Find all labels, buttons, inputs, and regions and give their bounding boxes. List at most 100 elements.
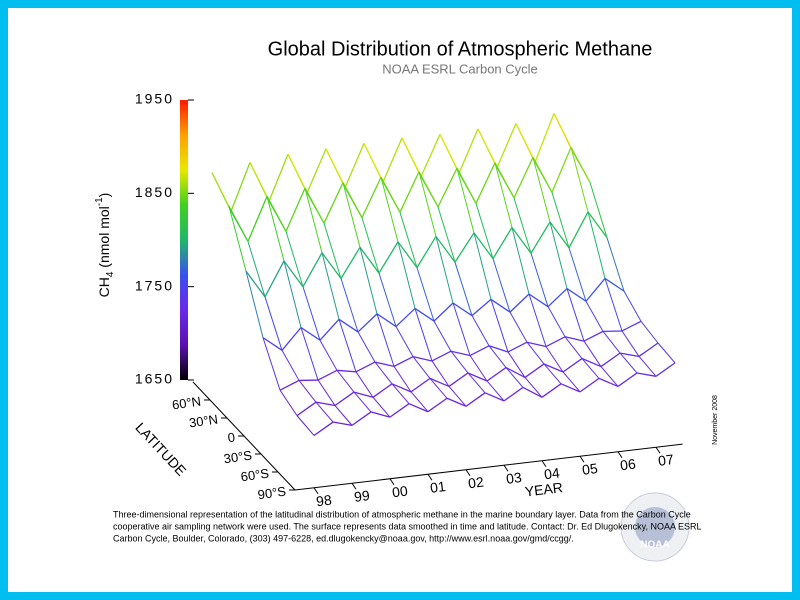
x-tick (541, 460, 547, 468)
mesh-segment (587, 211, 608, 239)
mesh-segment (380, 177, 399, 243)
mesh-segment (545, 346, 564, 373)
mesh-segment (395, 307, 416, 328)
mesh-segment (467, 372, 486, 394)
mesh-segment (437, 206, 456, 263)
mesh-segment (427, 397, 448, 413)
x-tick-label: 01 (429, 478, 447, 496)
mesh-segment (638, 356, 657, 377)
mesh-segment (319, 318, 340, 341)
mesh-segment (583, 340, 602, 367)
mesh-segment (473, 232, 492, 300)
mesh-segment (315, 401, 336, 407)
mesh-segment (264, 260, 285, 298)
mesh-segment (623, 290, 642, 322)
x-tick-label: 04 (543, 465, 561, 483)
mesh-segment (522, 386, 543, 398)
mesh-segment (528, 293, 549, 308)
mesh-segment (541, 383, 562, 398)
mesh-segment (376, 313, 395, 367)
mesh-segment (372, 396, 391, 418)
mesh-segment (433, 302, 454, 322)
mesh-segment (562, 358, 583, 373)
mesh-segment (454, 232, 475, 263)
mesh-segment (264, 296, 283, 351)
mesh-segment (448, 386, 467, 407)
z-tick-label: 1850 (135, 184, 174, 200)
mesh-segment (397, 241, 418, 269)
mesh-segment (604, 277, 625, 292)
mesh-segment (456, 167, 477, 204)
mesh-segment (332, 421, 353, 427)
mesh-segment (416, 267, 435, 322)
mesh-segment (450, 350, 471, 357)
z-label-part: -1 (94, 197, 105, 206)
mesh-segment (281, 327, 302, 351)
mesh-segment (530, 253, 549, 307)
x-tick-label: 99 (353, 487, 371, 505)
caption-line: Carbon Cycle, Boulder, Colorado, (303) 4… (113, 533, 574, 543)
mesh-segment (503, 386, 524, 402)
mesh-segment (566, 288, 585, 342)
mesh-segment (566, 288, 587, 302)
mesh-segment (325, 148, 344, 183)
mesh-segment (456, 168, 475, 234)
mesh-segment (600, 352, 621, 368)
mesh-segment (279, 379, 300, 391)
mesh-segment (401, 137, 420, 173)
caption-line: cooperative air sampling network were us… (113, 521, 701, 531)
mesh-segment (317, 369, 338, 381)
mesh-segment (378, 272, 397, 327)
mesh-segment (230, 162, 251, 212)
mesh-segment (570, 147, 589, 213)
mesh-segment (568, 247, 587, 302)
mesh-segment (359, 246, 380, 274)
mesh-segment (245, 270, 266, 298)
mesh-segment (549, 221, 570, 249)
mesh-segment (399, 171, 420, 213)
mesh-segment (283, 260, 304, 288)
mesh-segment (431, 350, 452, 362)
mesh-segment (488, 345, 509, 353)
mesh-segment (410, 391, 429, 413)
mesh-segment (431, 360, 450, 387)
mesh-segment (353, 391, 372, 413)
mesh-segment (458, 128, 479, 174)
mesh-segment (372, 383, 393, 398)
mesh-segment (452, 302, 471, 356)
mesh-segment (604, 278, 623, 332)
x-tick (617, 451, 623, 459)
mesh-segment (336, 369, 357, 373)
mesh-segment (340, 246, 361, 279)
mesh-segment (296, 401, 317, 417)
mesh-segment (484, 392, 505, 402)
mesh-segment (636, 372, 657, 377)
mesh-segment (585, 278, 606, 302)
mesh-segment (395, 326, 414, 357)
mesh-segment (393, 356, 414, 367)
mesh-segment (283, 260, 302, 328)
z-label-part: ) (96, 193, 112, 198)
mesh-segment (450, 350, 469, 374)
x-tick (655, 446, 661, 454)
mesh-segment (475, 203, 494, 259)
x-tick (313, 487, 319, 495)
mesh-segment (532, 157, 553, 193)
mesh-segment (469, 355, 488, 382)
mesh-segment (361, 217, 380, 274)
x-tick (465, 469, 471, 477)
mesh-segment (509, 311, 528, 343)
mesh-segment (528, 293, 547, 347)
mesh-segment (334, 391, 355, 407)
mesh-segment (524, 377, 543, 398)
mesh-segment (545, 336, 566, 348)
mesh-segment (211, 172, 230, 207)
y-tick-label: 60°N (171, 394, 202, 413)
mesh-segment (505, 367, 524, 388)
mesh-segment (581, 357, 602, 368)
mesh-segment (619, 352, 638, 374)
z-tick-label: 1650 (135, 371, 174, 387)
mesh-segment (526, 341, 547, 348)
mesh-segment (513, 197, 532, 254)
mesh-segment (374, 361, 395, 368)
